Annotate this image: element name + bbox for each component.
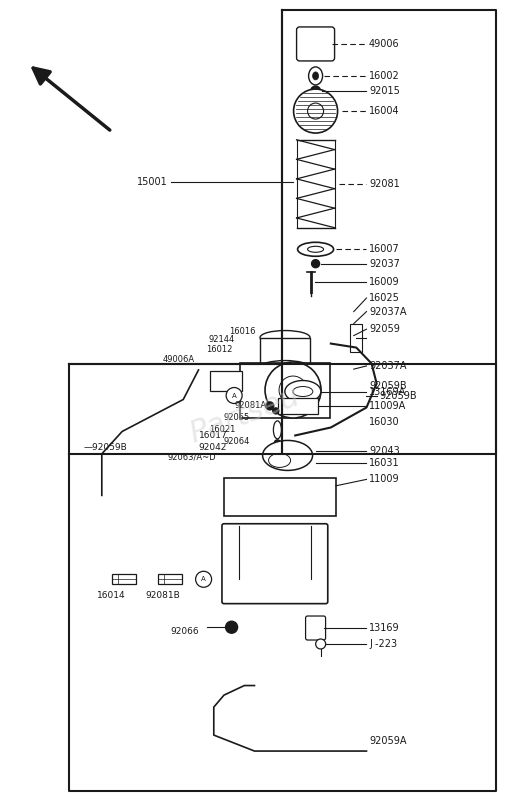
- Circle shape: [195, 571, 212, 587]
- Circle shape: [274, 440, 280, 446]
- Text: 92037A: 92037A: [369, 361, 407, 371]
- Ellipse shape: [269, 453, 291, 467]
- Text: 16007: 16007: [369, 244, 400, 254]
- Text: 92081: 92081: [369, 179, 400, 189]
- Text: A: A: [232, 392, 237, 399]
- Circle shape: [273, 408, 279, 414]
- Text: 92066: 92066: [170, 626, 199, 636]
- Text: A: A: [201, 576, 206, 582]
- Bar: [260, 337, 310, 368]
- Text: 16030: 16030: [369, 417, 400, 427]
- Circle shape: [307, 103, 324, 119]
- Circle shape: [226, 388, 242, 403]
- Circle shape: [225, 621, 238, 634]
- Text: 92081A: 92081A: [234, 401, 266, 411]
- Text: 16012: 16012: [206, 344, 233, 354]
- Ellipse shape: [263, 440, 313, 471]
- Text: 92144: 92144: [209, 335, 235, 344]
- Text: 11009A: 11009A: [369, 401, 406, 411]
- Circle shape: [266, 402, 274, 410]
- Bar: [158, 574, 182, 584]
- FancyBboxPatch shape: [305, 616, 326, 640]
- Text: 92064: 92064: [224, 437, 250, 447]
- Circle shape: [265, 362, 321, 418]
- Text: 15001: 15001: [137, 177, 168, 187]
- Text: 92055: 92055: [224, 412, 250, 422]
- Circle shape: [310, 86, 321, 96]
- Text: 92059: 92059: [369, 324, 400, 334]
- Text: 92042: 92042: [199, 443, 227, 452]
- Text: 16025: 16025: [369, 293, 400, 303]
- Text: 16009: 16009: [369, 276, 400, 287]
- Text: Partseu: Partseu: [185, 382, 303, 449]
- Text: 92081B: 92081B: [145, 590, 180, 600]
- Text: 16014: 16014: [97, 590, 125, 600]
- Ellipse shape: [313, 72, 319, 80]
- Text: 92059A: 92059A: [369, 737, 407, 746]
- Bar: [350, 324, 362, 352]
- Text: 92059B: 92059B: [379, 391, 417, 400]
- Text: 49006: 49006: [369, 39, 400, 49]
- Circle shape: [279, 376, 307, 404]
- FancyBboxPatch shape: [297, 27, 334, 61]
- Text: J -223: J -223: [369, 639, 397, 649]
- Text: 92063/A~D: 92063/A~D: [168, 452, 217, 462]
- Text: 92059B: 92059B: [369, 381, 407, 391]
- Bar: [240, 363, 330, 418]
- Ellipse shape: [298, 242, 333, 256]
- Text: 49006A: 49006A: [163, 355, 195, 364]
- Ellipse shape: [307, 246, 324, 252]
- Bar: [224, 478, 336, 516]
- Ellipse shape: [260, 331, 310, 344]
- Text: 13169: 13169: [369, 623, 400, 633]
- Text: 16016: 16016: [229, 327, 256, 336]
- Circle shape: [312, 260, 320, 268]
- Circle shape: [294, 89, 337, 133]
- Text: 92037A: 92037A: [369, 307, 407, 316]
- Text: 16002: 16002: [369, 71, 400, 81]
- Circle shape: [316, 639, 326, 649]
- Bar: [210, 371, 242, 391]
- Text: 13169A: 13169A: [369, 387, 406, 396]
- Text: 92037: 92037: [369, 259, 400, 268]
- Bar: [112, 574, 136, 584]
- Text: 16021: 16021: [209, 425, 235, 435]
- Text: 92043: 92043: [369, 447, 400, 456]
- Ellipse shape: [273, 421, 281, 439]
- Ellipse shape: [285, 380, 321, 403]
- Bar: [278, 398, 318, 414]
- Text: 92015: 92015: [369, 86, 400, 96]
- Text: 16031: 16031: [369, 459, 400, 468]
- Ellipse shape: [260, 360, 310, 375]
- Ellipse shape: [293, 387, 313, 396]
- FancyBboxPatch shape: [222, 523, 328, 604]
- Text: —92059B: —92059B: [84, 443, 128, 452]
- Text: 16004: 16004: [369, 106, 400, 116]
- Text: 11009: 11009: [369, 475, 400, 484]
- Text: 16017: 16017: [199, 431, 227, 440]
- Ellipse shape: [308, 67, 323, 85]
